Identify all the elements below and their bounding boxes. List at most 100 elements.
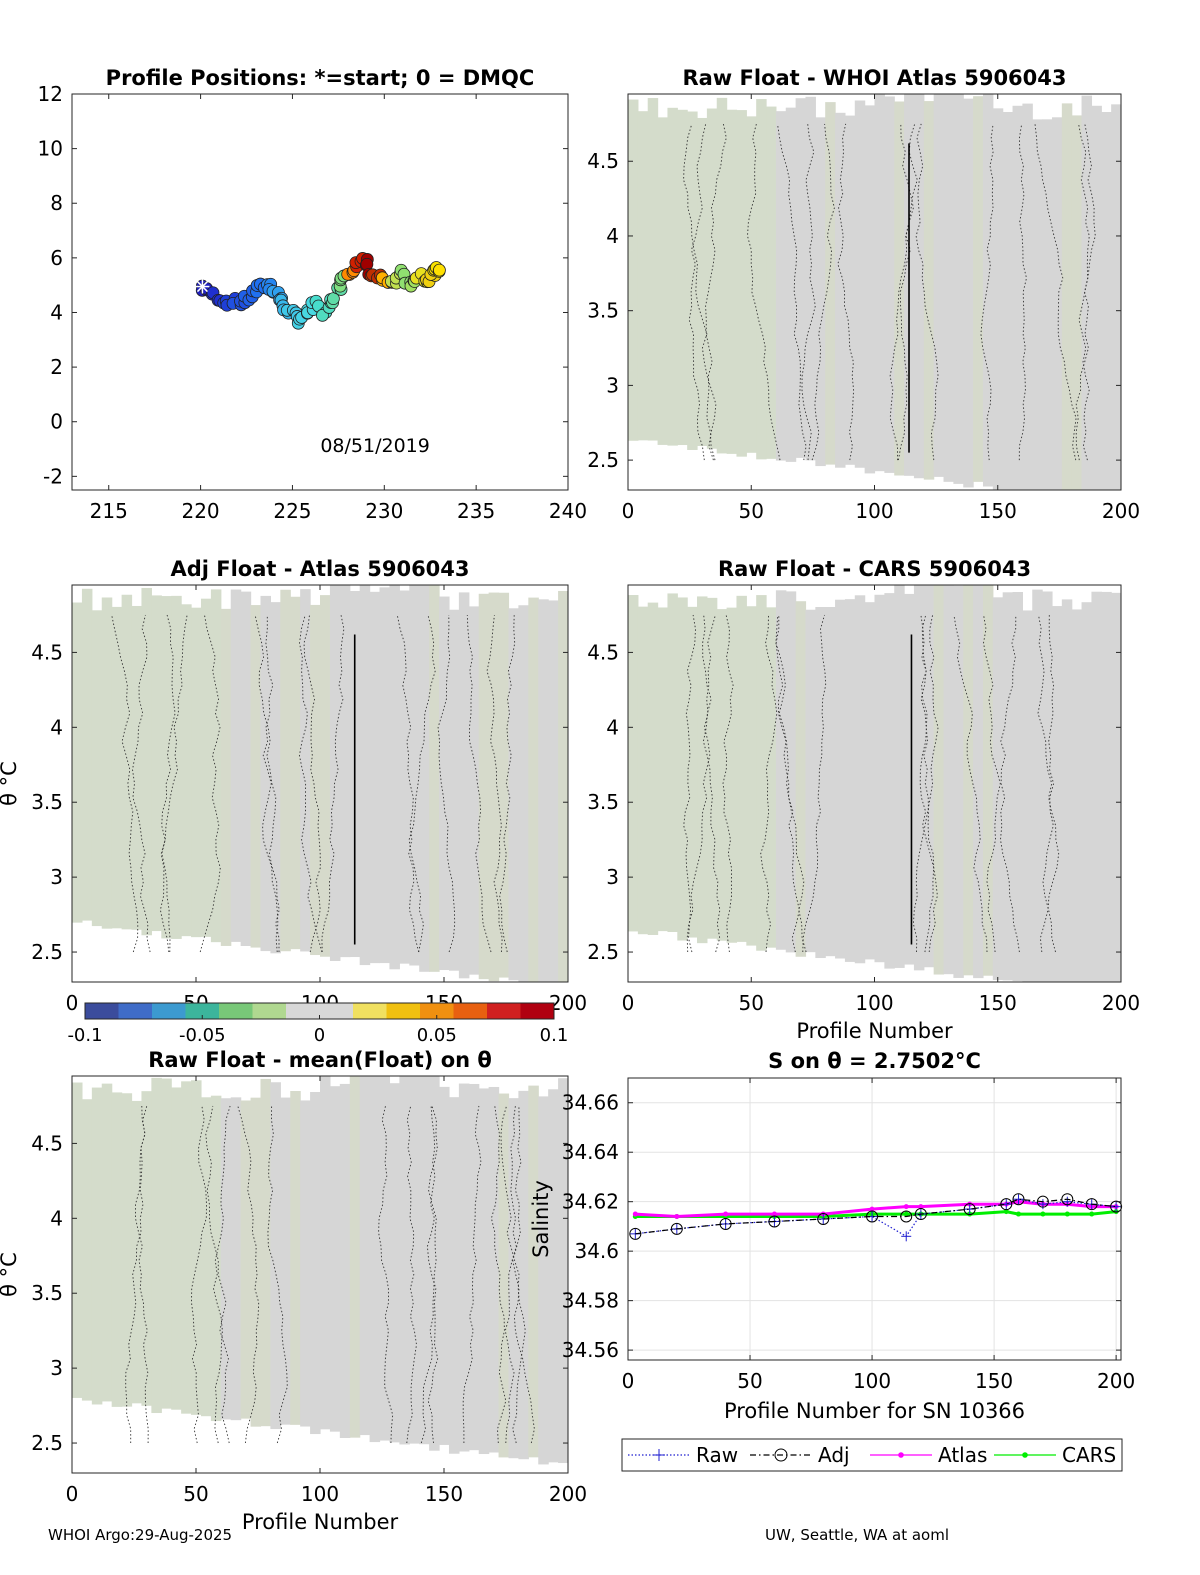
colorbar-segment — [353, 1003, 387, 1019]
x-axis-label: Profile Number — [796, 1019, 953, 1043]
y-tick-label: 4.5 — [587, 149, 619, 173]
heatmap-cell — [1002, 592, 1014, 981]
heatmap-cell — [992, 597, 1004, 980]
y-tick-label: 3.5 — [587, 299, 619, 323]
y-tick-label: 34.64 — [562, 1140, 619, 1164]
heatmap-cell — [716, 97, 728, 454]
y-tick-label: 2 — [50, 355, 63, 379]
heatmap-cell — [1071, 115, 1083, 490]
colorbar-segment — [319, 1003, 354, 1019]
heatmap-cell — [795, 98, 807, 458]
contour-line — [747, 123, 781, 461]
colorbar-segment — [520, 1003, 555, 1019]
heatmap-cell — [815, 607, 826, 959]
data-point-atlas — [632, 1211, 638, 1217]
heatmap-cell — [270, 1082, 281, 1430]
heatmap-cell — [766, 607, 777, 948]
y-tick-label: 3.5 — [587, 790, 619, 814]
heatmap-cell — [884, 96, 895, 473]
heatmap-cell — [667, 593, 678, 932]
heatmap-cell — [746, 606, 757, 946]
contour-line — [466, 614, 492, 953]
heatmap-cell — [647, 98, 659, 441]
contour-line — [462, 1105, 482, 1443]
x-tick-label: 235 — [457, 499, 495, 523]
x-tick-label: 50 — [183, 1482, 208, 1506]
colorbar-segment — [185, 1003, 220, 1019]
heatmap-cell — [111, 606, 123, 929]
heatmap-cell — [874, 94, 885, 472]
heatmap-cell — [864, 105, 876, 474]
contour-line — [191, 1105, 207, 1444]
footer-right: UW, Seattle, WA at aoml — [765, 1526, 950, 1544]
y-tick-label: 34.66 — [562, 1091, 619, 1115]
heatmap-cell — [805, 96, 816, 461]
x-tick-label: 200 — [1102, 499, 1140, 523]
heatmap-cell — [468, 1083, 480, 1451]
y-axis-label: Salinity — [529, 1180, 553, 1258]
data-point-adj — [629, 1227, 642, 1240]
heatmap-cell — [548, 600, 559, 982]
axes-frame — [71, 93, 569, 491]
heatmap-cell — [637, 606, 649, 935]
heatmap-cell — [706, 597, 718, 939]
contour-line — [396, 614, 420, 953]
heatmap-cell — [775, 590, 787, 950]
contour-line — [486, 614, 503, 953]
contour-line — [125, 1105, 148, 1443]
heatmap-cell — [290, 1090, 301, 1425]
contour-line — [500, 1105, 526, 1444]
x-tick-label: 220 — [181, 499, 219, 523]
heatmap-cell — [81, 588, 93, 921]
data-point-cars — [1064, 1211, 1070, 1217]
heatmap-cell — [1051, 606, 1063, 982]
heatmap-cell — [785, 107, 797, 462]
heatmap-cell — [151, 595, 162, 932]
heatmap-cell — [121, 1093, 133, 1407]
contour-line — [705, 123, 727, 461]
contour-line — [213, 1105, 231, 1444]
heatmap-cell — [657, 117, 669, 445]
heatmap-cell — [399, 590, 410, 964]
chart-title: S on θ = 2.7502°C — [768, 1049, 981, 1073]
y-tick-label: 4.5 — [587, 640, 619, 664]
y-tick-label: 34.6 — [574, 1239, 619, 1263]
heatmap-cell — [697, 596, 708, 944]
legend-marker — [774, 1448, 788, 1462]
heatmap-cell — [171, 1087, 182, 1410]
heatmap-field — [628, 94, 1121, 490]
y-tick-label: 2.5 — [31, 1431, 63, 1455]
heatmap-cell — [280, 589, 291, 952]
colorbar-segment — [152, 1003, 186, 1019]
heatmap-cell — [963, 585, 974, 976]
contour-line — [1000, 614, 1020, 953]
heatmap-cell — [558, 1078, 568, 1464]
heatmap-cell — [982, 94, 994, 487]
heatmap-cell — [419, 585, 430, 972]
heatmap-cell — [260, 595, 271, 952]
x-tick-label: 200 — [1102, 991, 1140, 1015]
start-marker — [196, 281, 208, 293]
heatmap-cell — [1111, 104, 1121, 490]
heatmap-cell — [448, 1097, 460, 1454]
y-tick-label: 34.58 — [562, 1289, 619, 1313]
heatmap-cell — [458, 592, 470, 979]
heatmap-cell — [805, 609, 816, 953]
heatmap-cell — [230, 1097, 242, 1421]
heatmap-cell — [200, 598, 212, 937]
heatmap-cell — [973, 96, 984, 482]
chart-raw-cars: 0 50 100 150 200 2.5 3 3.5 4 4.5 Raw Float - CARS … — [587, 557, 1140, 1043]
contour-line — [722, 614, 734, 953]
colorbar-segment — [286, 1003, 320, 1019]
chart-raw-mean: 0 50 100 150 200 2.5 3 3.5 4 4.5 Raw Float - mean(… — [0, 1048, 587, 1534]
data-point-cars — [1089, 1211, 1095, 1217]
chart-title: Raw Float - mean(Float) on θ — [148, 1048, 492, 1072]
heatmap-cell — [329, 1086, 341, 1432]
chart-title: Adj Float - Atlas 5906043 — [170, 557, 469, 581]
y-tick-label: 0 — [50, 410, 63, 434]
contour-line — [408, 614, 436, 953]
y-tick-label: 3.5 — [31, 790, 63, 814]
heatmap-cell — [181, 1081, 192, 1414]
